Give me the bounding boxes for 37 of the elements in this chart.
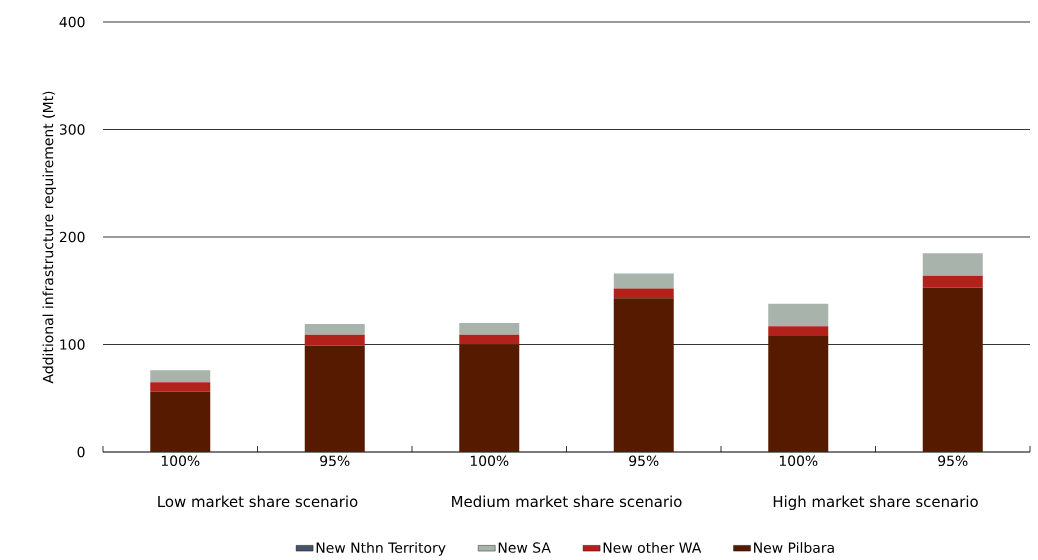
y-tick-label: 400 [59,16,85,28]
bar [304,324,365,335]
x-tick-label: 100% [161,455,200,467]
y-tick-label: 0 [77,446,85,458]
bar [922,287,983,452]
y-tick-label: 300 [59,124,85,135]
bar [768,303,829,327]
text: Low market share scenario [158,495,358,508]
bar [613,288,674,299]
bar [922,275,983,288]
x-tick-label: 100% [779,455,818,467]
bar [768,326,829,336]
x-tick-label: 95% [938,455,968,467]
legend-label: New other WA [603,542,702,553]
text: High market share scenario [773,495,978,510]
bar [613,273,674,289]
bar [304,345,365,452]
bar [768,335,829,452]
bar [459,334,520,345]
x-tick-label: 95% [629,455,659,467]
legend-label: New Nthn Territory [316,542,446,556]
text: Medium market share scenario [452,495,682,508]
y-axis-title: Additional infrastructure requirement (Mt) [42,91,57,384]
bar [150,391,211,452]
bar [459,344,520,452]
bar [922,253,983,276]
bar [150,382,211,392]
y-tick-label: 200 [59,231,85,243]
y-tick-label: 100 [60,339,85,350]
bar [304,334,365,346]
legend-label: New Pilbara [754,542,834,553]
legend-label: New SA [498,542,551,553]
bar [459,323,520,335]
x-tick-label: 95% [320,455,350,467]
bar [613,298,674,452]
x-tick-label: 100% [470,455,509,467]
bar [150,370,211,383]
